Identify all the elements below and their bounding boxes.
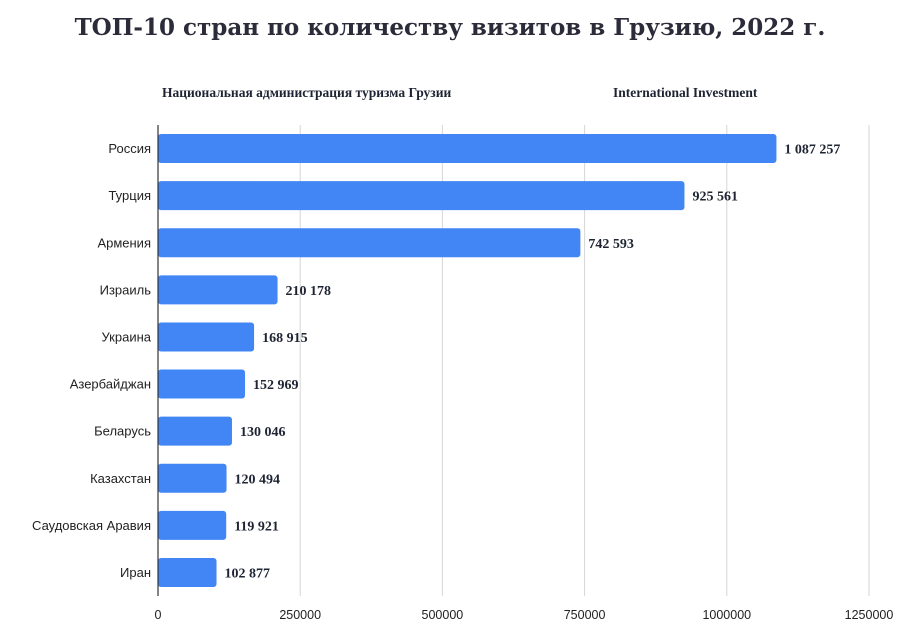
category-label: Иран xyxy=(120,565,151,580)
source-label-left: Национальная администрация туризма Грузи… xyxy=(162,85,452,100)
value-label: 130 046 xyxy=(240,425,285,440)
category-label: Казахстан xyxy=(90,471,151,486)
chart-title: ТОП-10 стран по количеству визитов в Гру… xyxy=(74,14,826,41)
bar xyxy=(158,134,777,164)
value-label: 925 561 xyxy=(692,190,738,205)
x-tick-label: 750000 xyxy=(564,608,606,622)
bar xyxy=(158,275,278,305)
value-label: 152 969 xyxy=(253,378,299,393)
x-tick-label: 250000 xyxy=(279,608,321,622)
source-label-right: International Investment xyxy=(613,85,758,100)
bar xyxy=(158,181,685,211)
x-tick-label: 1000000 xyxy=(702,608,751,622)
category-label: Армения xyxy=(97,235,151,250)
category-label: Саудовская Аравия xyxy=(32,518,151,533)
value-label: 210 178 xyxy=(286,284,332,299)
category-label: Израиль xyxy=(100,282,152,297)
bar xyxy=(158,463,227,493)
value-label: 1 087 257 xyxy=(784,143,840,158)
bar xyxy=(158,322,255,352)
bar xyxy=(158,228,581,258)
value-label: 119 921 xyxy=(234,519,279,534)
x-tick-label: 0 xyxy=(155,608,162,622)
value-label: 742 593 xyxy=(588,237,634,252)
value-label: 168 915 xyxy=(262,331,308,346)
bar xyxy=(158,369,246,399)
value-label: 102 877 xyxy=(225,566,270,581)
x-tick-label: 500000 xyxy=(422,608,464,622)
category-label: Украина xyxy=(102,329,152,344)
bar xyxy=(158,557,217,587)
value-label: 120 494 xyxy=(235,472,281,487)
category-label: Беларусь xyxy=(94,424,151,439)
x-tick-label: 1250000 xyxy=(845,608,894,622)
category-label: Россия xyxy=(108,141,151,156)
category-label: Азербайджан xyxy=(70,377,151,392)
bar xyxy=(158,510,227,540)
category-label: Турция xyxy=(108,188,151,203)
bar xyxy=(158,416,232,446)
